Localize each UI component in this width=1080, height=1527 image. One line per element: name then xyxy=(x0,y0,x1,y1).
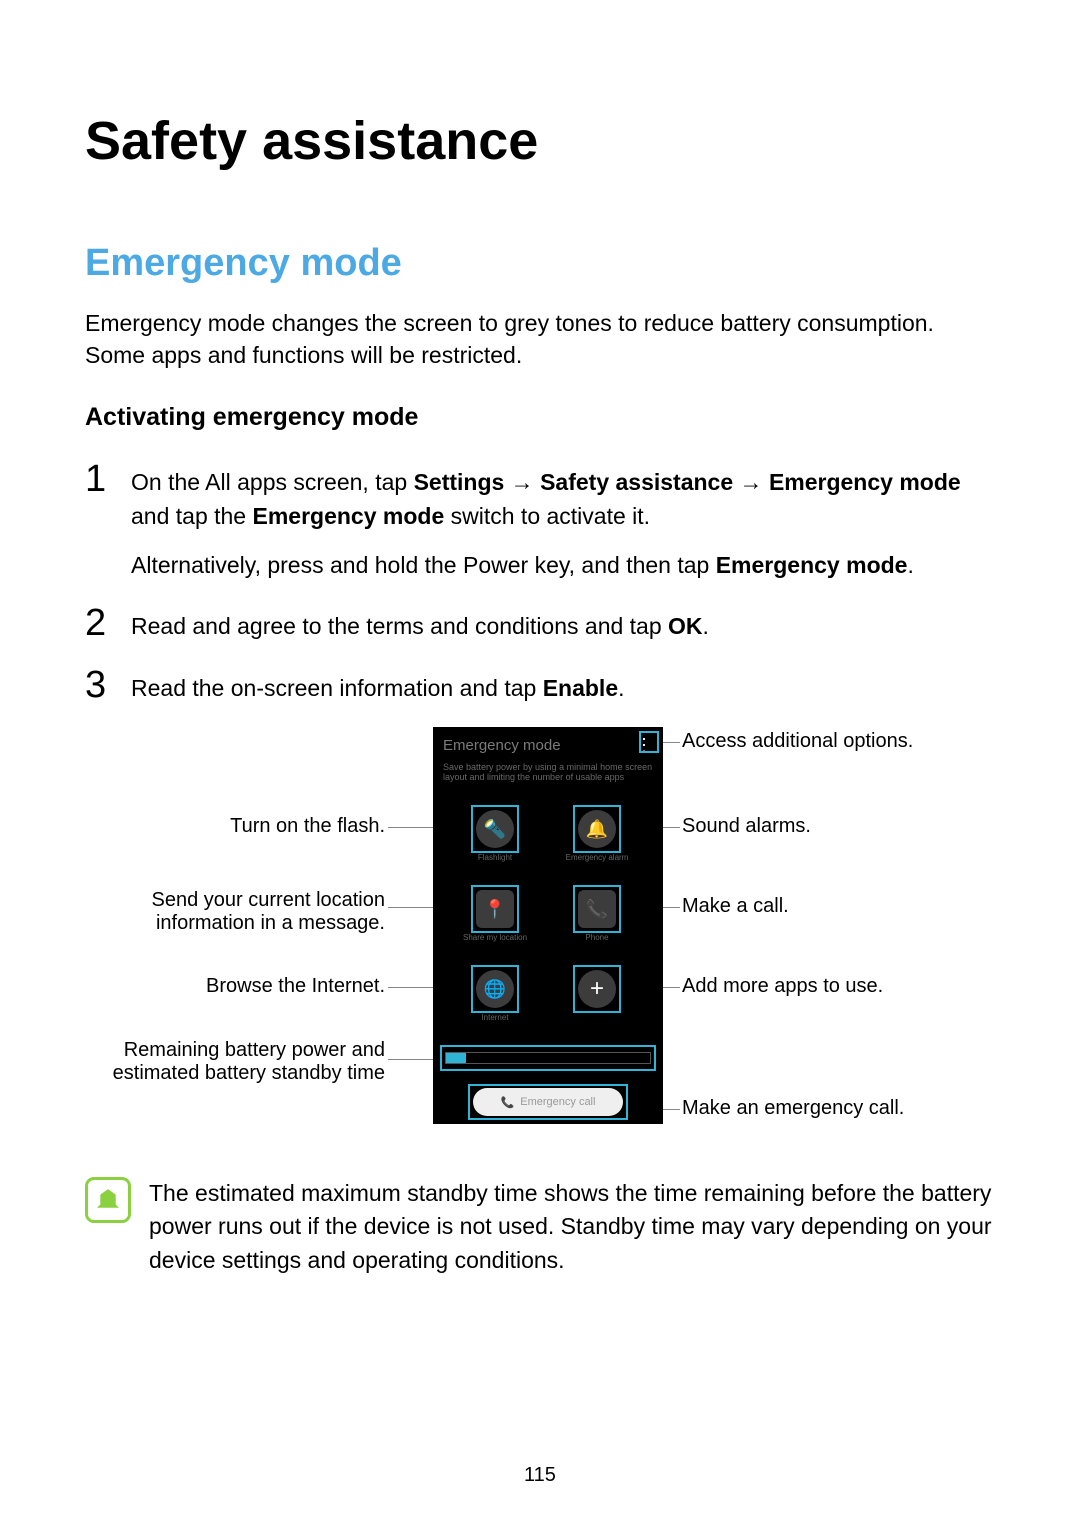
step-number: 2 xyxy=(85,604,125,642)
intro-text: Emergency mode changes the screen to gre… xyxy=(85,307,995,371)
step-number: 1 xyxy=(85,460,125,498)
plus-icon: + xyxy=(578,970,616,1008)
step-body: On the All apps screen, tap Settings → S… xyxy=(131,460,995,582)
phone-icon: 📞 xyxy=(578,890,616,928)
phone-screen-title: Emergency mode xyxy=(443,737,561,754)
callout-apps: Add more apps to use. xyxy=(682,975,883,998)
callout-location: Send your current location information i… xyxy=(85,889,385,935)
step-2: 2 Read and agree to the terms and condit… xyxy=(85,604,995,643)
step-body: Read and agree to the terms and conditio… xyxy=(131,604,709,643)
subsection-heading: Activating emergency mode xyxy=(85,403,995,432)
steps-list: 1 On the All apps screen, tap Settings →… xyxy=(85,460,995,705)
phone-mockup: Emergency mode ⋮ Save battery power by u… xyxy=(433,727,663,1124)
callout-call: Make a call. xyxy=(682,895,789,918)
page-title: Safety assistance xyxy=(85,110,995,172)
flashlight-icon: 🔦 xyxy=(476,810,514,848)
callout-options: Access additional options. xyxy=(682,730,913,753)
note-text: The estimated maximum standby time shows… xyxy=(149,1177,995,1277)
page-number: 115 xyxy=(0,1464,1080,1487)
callout-battery: Remaining battery power and estimated ba… xyxy=(85,1039,385,1085)
callout-alarms: Sound alarms. xyxy=(682,815,811,838)
phone-diagram: Turn on the flash. Send your current loc… xyxy=(85,727,995,1147)
step-number: 3 xyxy=(85,666,125,704)
phone-desc: Save battery power by using a minimal ho… xyxy=(443,763,653,783)
bell-icon xyxy=(85,1177,131,1223)
callout-flash: Turn on the flash. xyxy=(85,815,385,838)
battery-bar xyxy=(445,1052,651,1064)
location-icon: 📍 xyxy=(476,890,514,928)
section-heading: Emergency mode xyxy=(85,242,995,285)
note-block: The estimated maximum standby time shows… xyxy=(85,1177,995,1277)
callout-emergency: Make an emergency call. xyxy=(682,1097,904,1120)
callout-internet: Browse the Internet. xyxy=(85,975,385,998)
internet-icon: 🌐 xyxy=(476,970,514,1008)
step-1: 1 On the All apps screen, tap Settings →… xyxy=(85,460,995,582)
alarm-icon: 🔔 xyxy=(578,810,616,848)
step-body: Read the on-screen information and tap E… xyxy=(131,666,625,705)
step-3: 3 Read the on-screen information and tap… xyxy=(85,666,995,705)
